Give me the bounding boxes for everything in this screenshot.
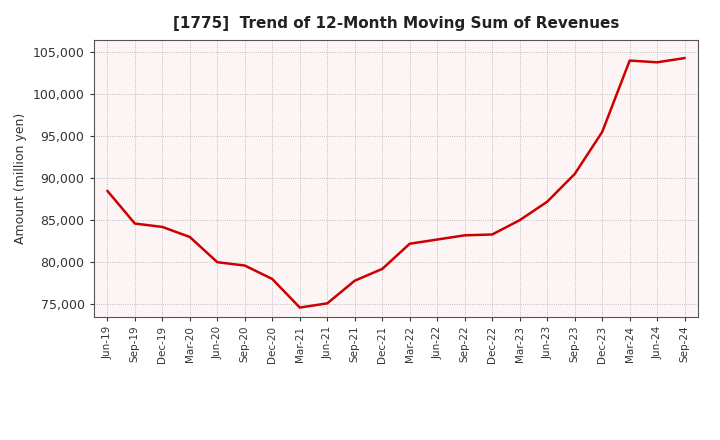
Y-axis label: Amount (million yen): Amount (million yen) — [14, 113, 27, 244]
Title: [1775]  Trend of 12-Month Moving Sum of Revenues: [1775] Trend of 12-Month Moving Sum of R… — [173, 16, 619, 32]
